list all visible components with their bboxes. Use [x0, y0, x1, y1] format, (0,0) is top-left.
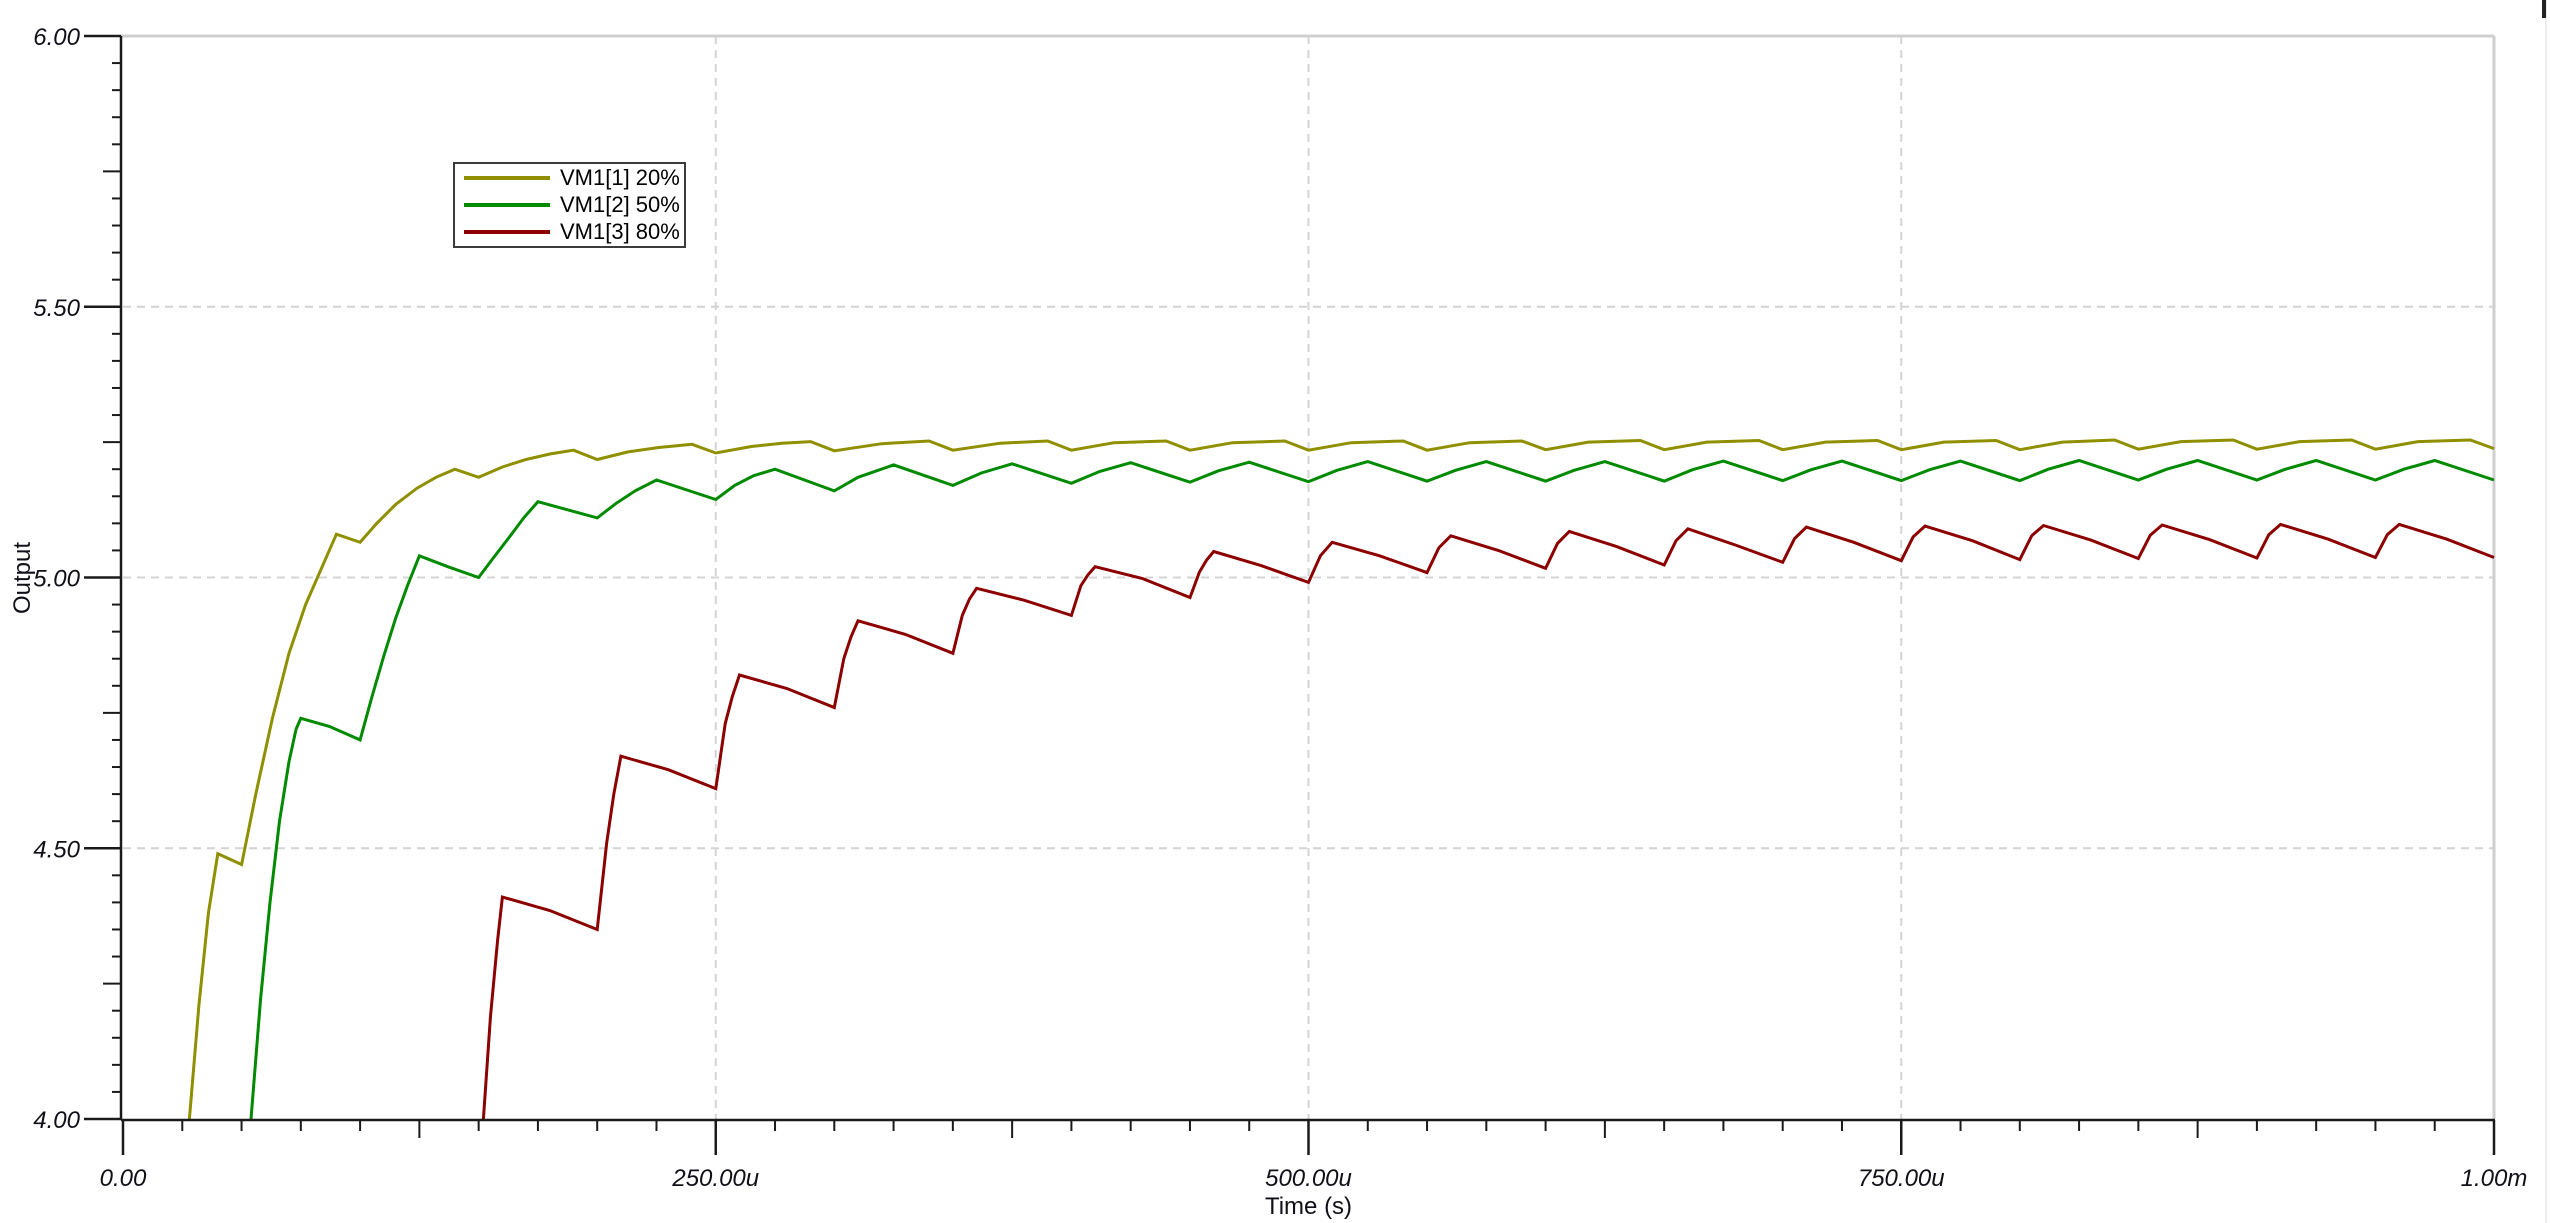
- series-line-1: [249, 458, 2495, 1119]
- window-corner-mark: [2542, 0, 2546, 18]
- series-swatch-vm1-3: [464, 230, 550, 235]
- series-line-2: [481, 522, 2495, 1119]
- x-tick-label: 250.00u: [671, 1165, 759, 1192]
- series-swatch-vm1-1: [464, 175, 550, 180]
- legend-box: VM1[1] 20% VM1[2] 50% VM1[3] 80%: [453, 162, 686, 248]
- y-axis-title: Output: [9, 542, 36, 614]
- x-tick-label: 500.00u: [1265, 1165, 1352, 1192]
- legend-label-vm1-2: VM1[2] 50%: [560, 191, 680, 217]
- series-line-0: [187, 438, 2495, 1119]
- x-tick-label: 750.00u: [1858, 1165, 1945, 1192]
- x-axis-title: Time (s): [1265, 1193, 1352, 1220]
- legend-label-vm1-3: VM1[3] 80%: [560, 219, 680, 245]
- y-tick-label: 5.50: [33, 295, 80, 322]
- x-tick-label: 1.00m: [2461, 1165, 2528, 1192]
- series-swatch-vm1-2: [464, 202, 550, 207]
- y-tick-label: 6.00: [33, 24, 80, 51]
- x-tick-label: 0.00: [100, 1165, 147, 1192]
- y-tick-label: 4.00: [33, 1107, 80, 1134]
- legend-row: VM1[2] 50%: [455, 191, 684, 218]
- legend-label-vm1-1: VM1[1] 20%: [560, 164, 680, 190]
- y-tick-label: 4.50: [33, 836, 80, 863]
- y-tick-label: 5.00: [33, 566, 80, 593]
- legend-row: VM1[3] 80%: [455, 219, 684, 246]
- legend-row: VM1[1] 20%: [455, 164, 684, 191]
